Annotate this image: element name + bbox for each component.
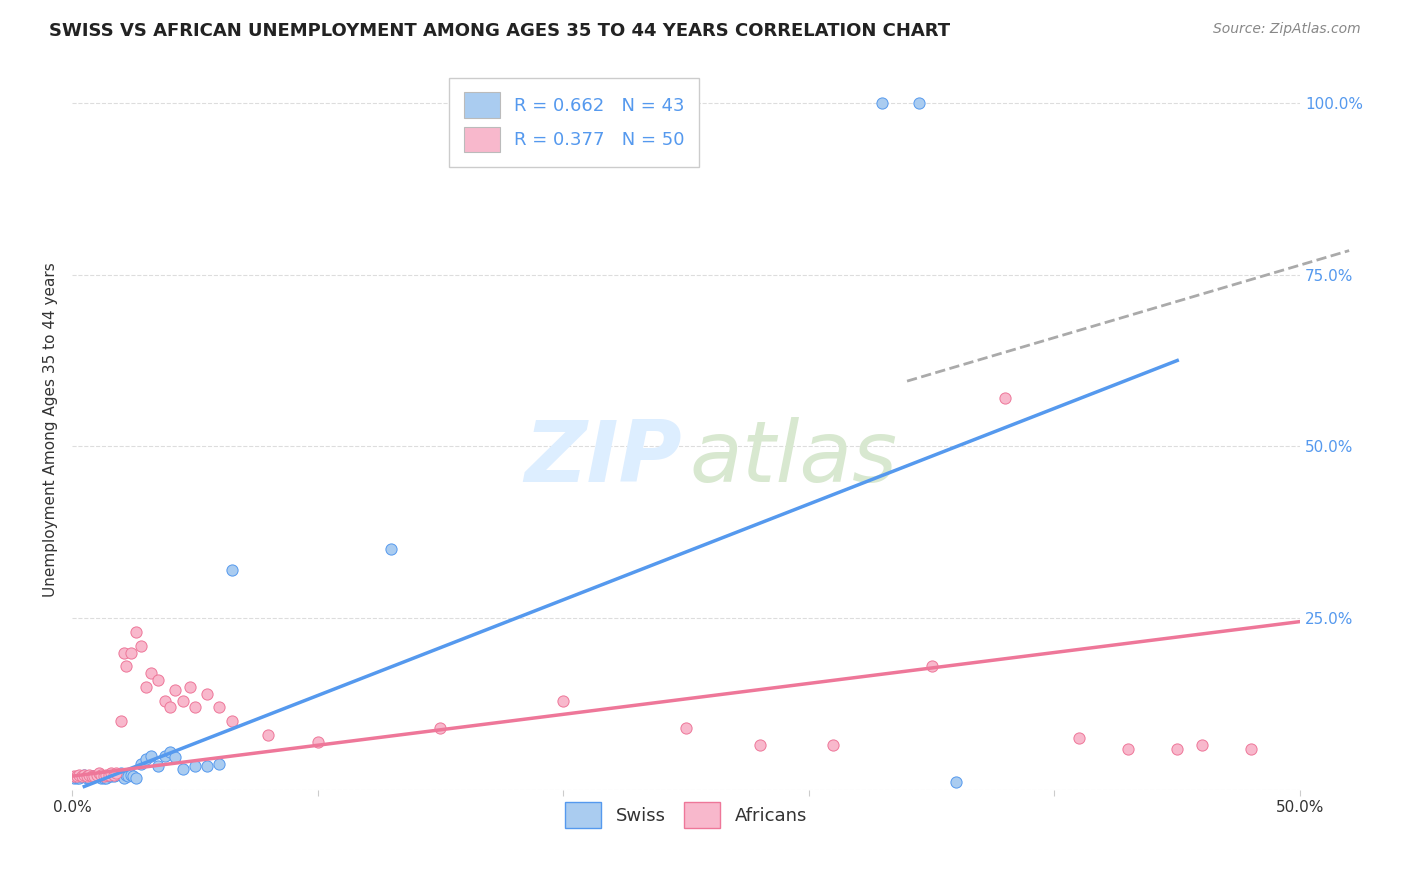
- Point: [86, 768, 108, 782]
- Point: [1240, 741, 1263, 756]
- Point: [221, 714, 243, 729]
- Point: [100, 765, 122, 780]
- Point: [125, 624, 148, 639]
- Point: [83, 769, 105, 783]
- Point: [100, 769, 122, 783]
- Point: [146, 673, 169, 687]
- Point: [63, 769, 86, 783]
- Point: [87, 765, 110, 780]
- Point: [90, 768, 112, 782]
- Point: [159, 700, 181, 714]
- Point: [112, 771, 135, 785]
- Point: [122, 769, 145, 783]
- Point: [70, 769, 93, 783]
- Text: SWISS VS AFRICAN UNEMPLOYMENT AMONG AGES 35 TO 44 YEARS CORRELATION CHART: SWISS VS AFRICAN UNEMPLOYMENT AMONG AGES…: [49, 22, 950, 40]
- Point: [1067, 731, 1090, 746]
- Point: [184, 700, 207, 714]
- Point: [1116, 741, 1139, 756]
- Point: [159, 745, 181, 759]
- Point: [129, 639, 152, 653]
- Point: [139, 666, 162, 681]
- Point: [184, 759, 207, 773]
- Point: [97, 769, 120, 783]
- Point: [1191, 738, 1213, 752]
- Point: [110, 714, 132, 729]
- Point: [195, 759, 218, 773]
- Point: [110, 765, 132, 780]
- Point: [90, 771, 112, 785]
- Point: [96, 771, 118, 785]
- Point: [208, 756, 231, 771]
- Point: [135, 680, 157, 694]
- Y-axis label: Unemployment Among Ages 35 to 44 years: Unemployment Among Ages 35 to 44 years: [44, 262, 58, 597]
- Point: [146, 759, 169, 773]
- Point: [93, 771, 115, 785]
- Point: [165, 683, 187, 698]
- Point: [97, 768, 120, 782]
- Point: [135, 752, 157, 766]
- Point: [1166, 741, 1188, 756]
- Point: [73, 768, 96, 782]
- Point: [129, 756, 152, 771]
- Point: [103, 768, 125, 782]
- Point: [80, 769, 103, 783]
- Point: [307, 735, 329, 749]
- Point: [155, 748, 177, 763]
- Point: [221, 563, 243, 577]
- Point: [112, 646, 135, 660]
- Point: [115, 659, 138, 673]
- Point: [105, 765, 128, 780]
- Point: [172, 762, 194, 776]
- Point: [105, 768, 128, 782]
- Point: [429, 721, 451, 735]
- Point: [120, 768, 142, 782]
- Point: [67, 771, 90, 785]
- Point: [675, 721, 697, 735]
- Point: [179, 680, 201, 694]
- Text: ZIP: ZIP: [524, 417, 682, 500]
- Point: [945, 774, 967, 789]
- Point: [66, 771, 89, 785]
- Legend: Swiss, Africans: Swiss, Africans: [558, 795, 814, 835]
- Point: [208, 700, 231, 714]
- Point: [76, 771, 98, 785]
- Point: [77, 768, 100, 782]
- Point: [70, 769, 93, 783]
- Point: [172, 693, 194, 707]
- Point: [117, 769, 139, 783]
- Point: [165, 750, 187, 764]
- Point: [103, 769, 125, 783]
- Point: [120, 646, 142, 660]
- Point: [76, 769, 98, 783]
- Point: [96, 768, 118, 782]
- Point: [823, 738, 845, 752]
- Point: [73, 768, 96, 782]
- Point: [115, 768, 138, 782]
- Point: [67, 768, 90, 782]
- Point: [86, 768, 108, 782]
- Point: [994, 392, 1017, 406]
- Point: [748, 738, 770, 752]
- Point: [380, 542, 402, 557]
- Point: [257, 728, 280, 742]
- Point: [67, 769, 90, 783]
- Point: [73, 769, 96, 783]
- Point: [195, 687, 218, 701]
- Point: [93, 769, 115, 783]
- Point: [77, 771, 100, 785]
- Point: [80, 769, 103, 783]
- Point: [872, 95, 894, 110]
- Point: [139, 748, 162, 763]
- Point: [908, 95, 931, 110]
- Point: [66, 769, 89, 783]
- Point: [921, 659, 943, 673]
- Point: [87, 769, 110, 783]
- Point: [83, 769, 105, 783]
- Text: atlas: atlas: [690, 417, 897, 500]
- Point: [125, 771, 148, 785]
- Point: [63, 771, 86, 785]
- Point: [155, 693, 177, 707]
- Point: [553, 693, 575, 707]
- Text: Source: ZipAtlas.com: Source: ZipAtlas.com: [1213, 22, 1361, 37]
